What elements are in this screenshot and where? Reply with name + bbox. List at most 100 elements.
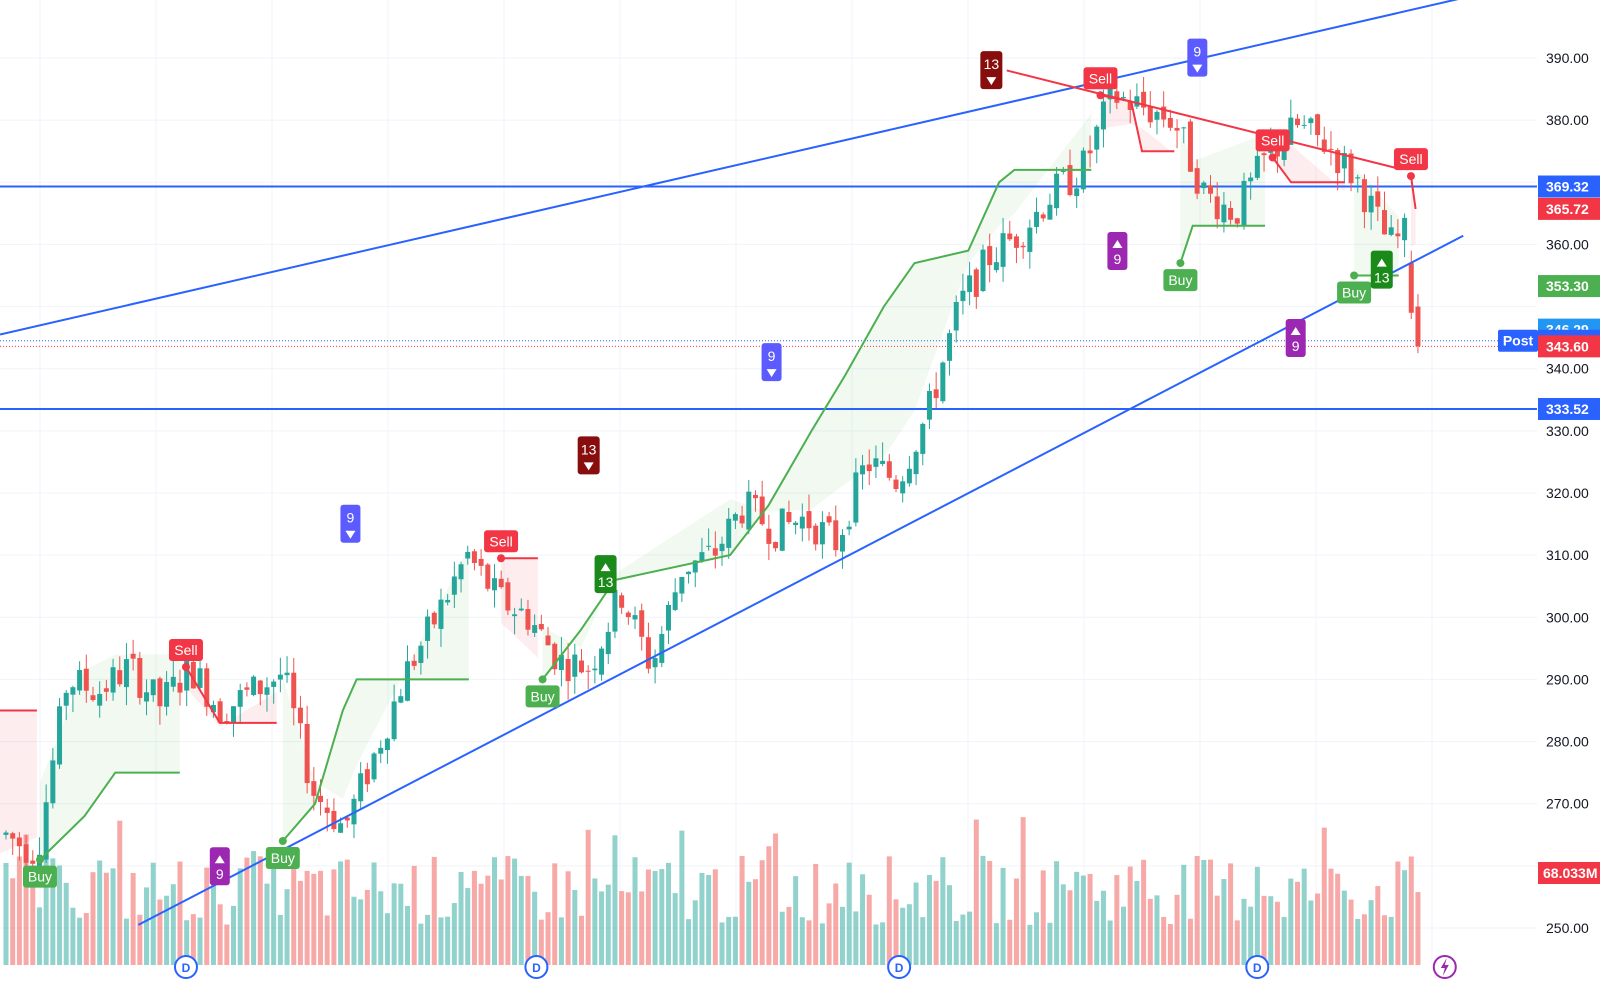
candle-body xyxy=(886,461,892,478)
volume-bar xyxy=(813,863,819,965)
candle-body xyxy=(505,582,511,611)
candle-body xyxy=(632,615,638,620)
triangle-down-icon xyxy=(583,462,594,471)
candle-body xyxy=(358,773,364,802)
count-label: 13 xyxy=(1374,270,1390,286)
volume-bar xyxy=(83,913,89,965)
downtrend-fill xyxy=(1100,95,1175,154)
buy-label: Buy xyxy=(271,850,295,866)
buy-dot xyxy=(278,837,287,845)
volume-bar xyxy=(933,880,939,965)
volume-bar xyxy=(1321,827,1327,965)
candle-body xyxy=(451,576,457,595)
candle-body xyxy=(471,551,477,564)
volume-bar xyxy=(110,868,116,965)
candle-body xyxy=(1013,236,1019,248)
price-badge-label: 365.72 xyxy=(1546,201,1589,217)
candle-body xyxy=(398,696,404,703)
candle-body xyxy=(1167,117,1173,128)
volume-bar xyxy=(284,889,290,965)
downtrend-fill xyxy=(0,710,37,854)
trend-line[interactable] xyxy=(0,0,1537,336)
candle-body xyxy=(806,511,812,529)
volume-bar xyxy=(1288,878,1294,965)
trend-line[interactable] xyxy=(137,234,1464,926)
candle-body xyxy=(645,637,651,669)
volume-bar xyxy=(518,875,524,965)
volume-bar xyxy=(1100,890,1106,965)
candle-body xyxy=(773,541,779,549)
count-label: 9 xyxy=(1292,338,1300,354)
volume-bar xyxy=(632,857,638,965)
candle-body xyxy=(324,807,330,813)
volume-bar xyxy=(793,876,799,965)
volume-bar xyxy=(217,904,223,965)
volume-bar xyxy=(973,819,979,965)
price-badge-label: 369.32 xyxy=(1546,179,1589,195)
candle-body xyxy=(552,643,558,670)
dividend-marker[interactable] xyxy=(1245,955,1270,979)
candle-body xyxy=(605,631,611,655)
volume-bar xyxy=(1361,914,1367,965)
candle-body xyxy=(585,670,591,672)
volume-bar xyxy=(773,833,779,965)
volume-bar xyxy=(164,895,170,965)
volume-bar xyxy=(23,834,29,965)
volume-bar xyxy=(505,856,511,965)
volume-bar xyxy=(391,883,397,965)
candle-body xyxy=(425,616,431,641)
candle-body xyxy=(431,612,437,625)
volume-bar xyxy=(210,859,216,965)
post-badge xyxy=(1498,329,1538,352)
volume-bar xyxy=(1000,867,1006,965)
candle-body xyxy=(1067,165,1073,196)
volume-bar xyxy=(538,919,544,965)
volume-bar xyxy=(170,884,176,965)
candle-body xyxy=(1308,118,1314,124)
volume-bar xyxy=(304,870,310,965)
dividend-marker[interactable] xyxy=(173,955,198,979)
candle-body xyxy=(545,635,551,646)
candle-body xyxy=(819,522,825,545)
volume-bar xyxy=(900,907,906,965)
candle-body xyxy=(1161,106,1167,120)
candle-body xyxy=(719,543,725,552)
candle-body xyxy=(599,648,605,675)
volume-bar xyxy=(1415,892,1421,965)
volume-bar xyxy=(1301,868,1307,965)
support-line xyxy=(39,771,180,861)
volume-badge xyxy=(1538,862,1600,884)
volume-bar xyxy=(57,865,63,965)
candle-body xyxy=(130,653,136,659)
volume-bar xyxy=(70,907,76,965)
candle-body xyxy=(10,833,16,839)
dividend-marker[interactable] xyxy=(887,955,912,979)
candle-body xyxy=(619,595,625,608)
candle-body xyxy=(1241,180,1247,227)
candle-body xyxy=(1000,233,1006,267)
volume-bar xyxy=(833,883,839,965)
volume-bar xyxy=(445,916,451,965)
buy-label-box xyxy=(525,685,560,708)
uptrend-fill xyxy=(1180,131,1265,264)
uptrend-fill xyxy=(542,113,1092,680)
candle-body xyxy=(799,516,805,529)
trend-line[interactable] xyxy=(1006,69,1399,170)
candle-body xyxy=(364,769,370,785)
candle-body xyxy=(893,479,899,489)
volume-bar xyxy=(1187,918,1193,965)
volume-bar xyxy=(318,870,324,965)
sell-dot xyxy=(1406,172,1415,181)
price-badge xyxy=(1538,275,1600,298)
candle-body xyxy=(164,682,170,707)
volume-bar xyxy=(1355,919,1361,965)
candle-body xyxy=(197,668,203,688)
downtrend-fill xyxy=(186,667,277,727)
candle-body xyxy=(766,528,772,544)
dividend-marker[interactable] xyxy=(524,955,549,979)
volume-bar xyxy=(1335,873,1341,965)
candle-body xyxy=(97,693,103,706)
candle-body xyxy=(1100,101,1106,130)
